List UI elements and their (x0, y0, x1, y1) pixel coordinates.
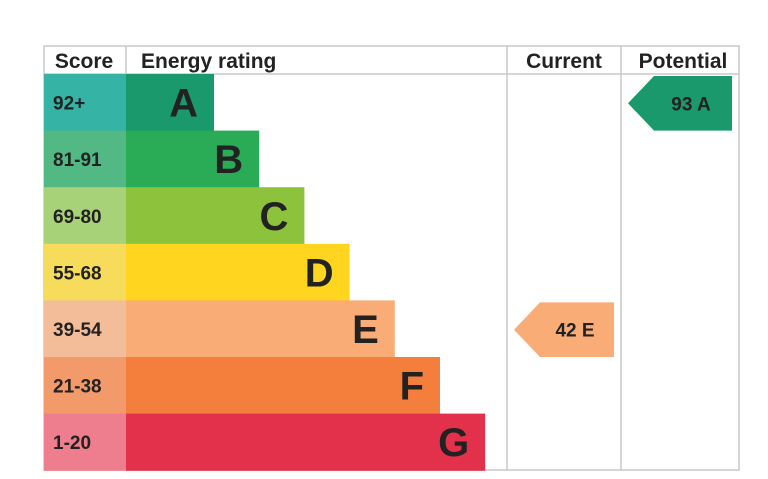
score-cell-a (44, 74, 126, 132)
potential-arrow-label: 93 A (671, 94, 711, 115)
rating-bands: 92+ A 81-91 B 69-80 C 55-68 D 39-54 E 21-38 F 1-20 G (44, 74, 486, 471)
band-bar-e (126, 300, 395, 358)
score-cell-f (44, 357, 126, 415)
band-letter-d: D (305, 251, 334, 295)
header-score: Score (55, 50, 113, 73)
band-letter-a: A (169, 82, 198, 126)
score-label-f: 21-38 (53, 377, 102, 398)
band-letter-f: F (400, 365, 424, 409)
band-bar-g (126, 413, 486, 471)
score-label-a: 92+ (53, 94, 85, 115)
band-bar-a (126, 74, 214, 132)
current-arrow-label: 42 E (555, 321, 594, 342)
band-bar-b (126, 130, 260, 188)
band-bar-d (126, 243, 350, 301)
score-label-b: 81-91 (53, 150, 102, 171)
band-bar-c (126, 187, 305, 245)
band-bar-f (126, 357, 440, 415)
rating-arrows: 42 E 93 A (514, 76, 732, 357)
score-cell-d (44, 243, 126, 301)
band-letter-e: E (352, 308, 379, 352)
header-energy-rating: Energy rating (141, 50, 276, 73)
header-current: Current (526, 50, 602, 73)
band-letter-b: B (214, 138, 243, 182)
score-label-g: 1-20 (53, 433, 91, 454)
column-headers: Score Energy rating Current Potential (55, 50, 728, 73)
score-cell-b (44, 130, 126, 188)
potential-arrow (628, 76, 732, 131)
band-letter-g: G (438, 421, 469, 465)
score-cell-c (44, 187, 126, 245)
current-arrow (514, 302, 614, 357)
score-label-d: 55-68 (53, 263, 102, 284)
score-label-c: 69-80 (53, 207, 102, 228)
score-label-e: 39-54 (53, 320, 102, 341)
score-cell-e (44, 300, 126, 358)
band-letter-c: C (260, 195, 289, 239)
header-potential: Potential (639, 50, 728, 73)
score-cell-g (44, 413, 126, 471)
